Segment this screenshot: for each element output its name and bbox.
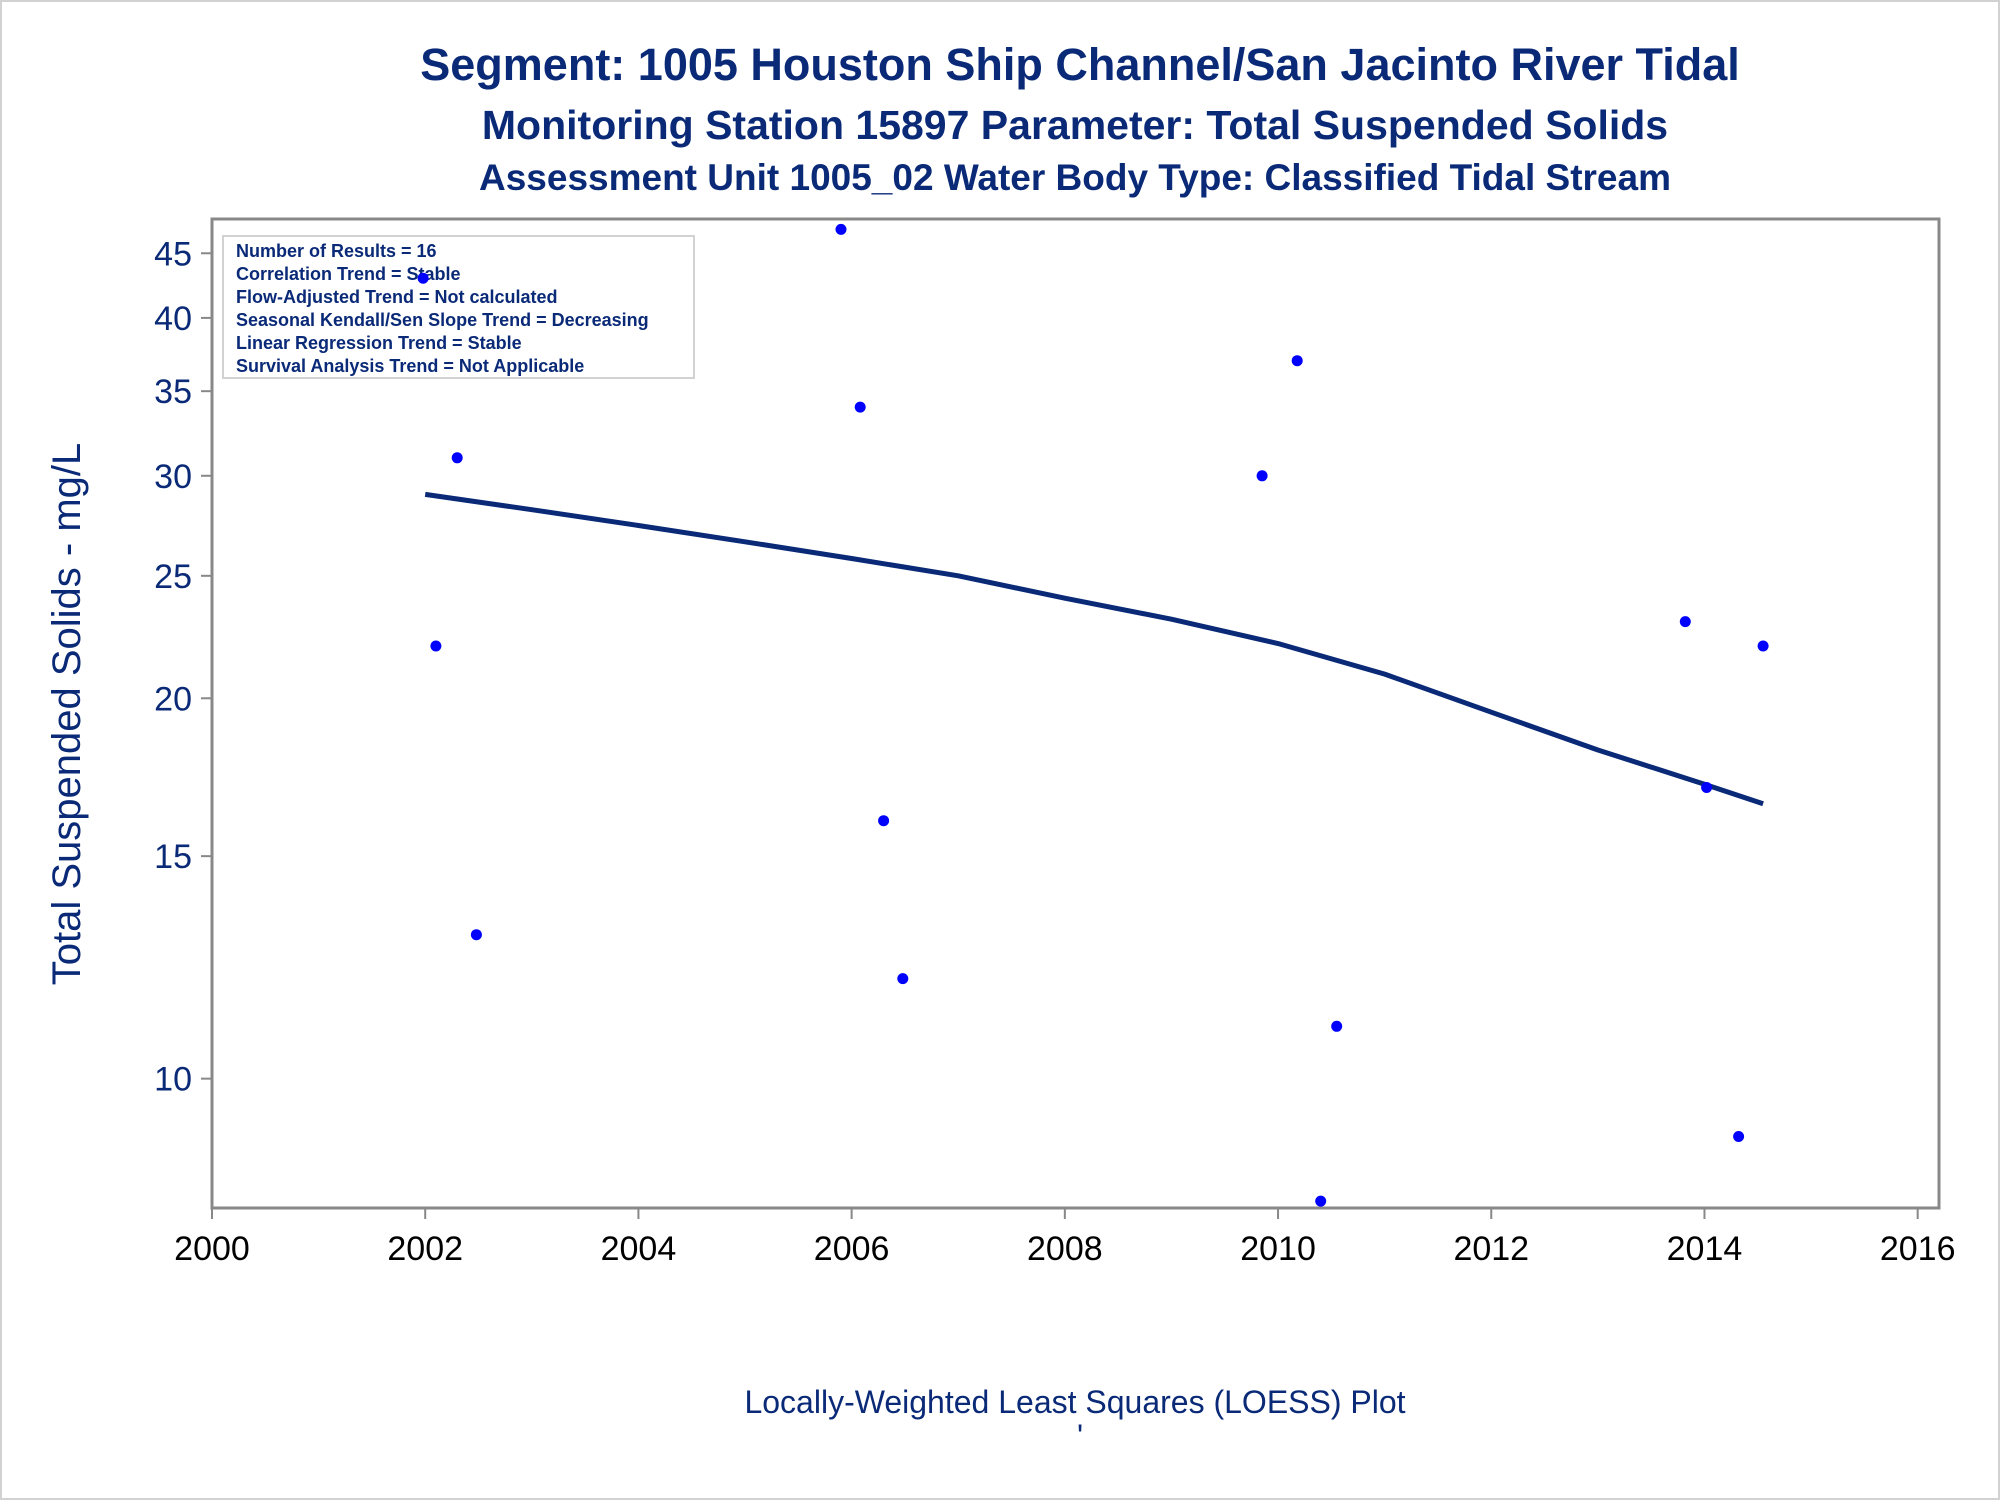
x-tick-label: 2016 [1880, 1230, 1956, 1268]
stat-linear-regression-trend: Linear Regression Trend = Stable [236, 333, 522, 353]
stat-correlation-trend: Correlation Trend = Stable [236, 264, 461, 284]
data-point [1679, 616, 1691, 628]
stats-box-border [222, 235, 695, 379]
y-tick-label: 20 [154, 680, 192, 718]
y-tick-label: 25 [154, 558, 192, 596]
data-point [1701, 782, 1713, 793]
data-point [1331, 1020, 1343, 1032]
x-tick-label: 2010 [1240, 1230, 1316, 1268]
y-tick-label: 40 [154, 300, 192, 338]
loess-trend-line [424, 491, 1764, 807]
chart-footnote: Locally-Weighted Least Squares (LOESS) P… [744, 1384, 1405, 1420]
data-point [417, 272, 429, 284]
chart-title: Segment: 1005 Houston Ship Channel/San J… [420, 39, 1739, 90]
x-axis: 2000 2002 2004 2006 2008 2010 2012 2014 2016 [174, 1208, 1955, 1268]
data-point [1291, 355, 1303, 367]
y-tick-label: 30 [154, 458, 192, 496]
x-tick-label: 2000 [174, 1230, 250, 1268]
footnote-mark: ' [1077, 1418, 1083, 1454]
y-tick-label: 45 [154, 235, 192, 273]
data-point [1733, 1131, 1745, 1142]
chart-subtitle: Monitoring Station 15897 Parameter: Tota… [482, 102, 1668, 148]
x-tick-label: 2008 [1027, 1230, 1103, 1268]
y-tick-label: 10 [154, 1061, 192, 1099]
data-point [878, 815, 890, 827]
data-point [897, 973, 909, 985]
data-points [417, 223, 1769, 1207]
data-point [470, 929, 482, 941]
data-point [854, 401, 866, 413]
plot-area [210, 217, 1941, 1210]
y-axis-label: Total Suspended Solids - mg/L [45, 443, 89, 986]
data-point [1315, 1195, 1327, 1207]
stat-number-of-results: Number of Results = 16 [236, 241, 437, 261]
x-tick-label: 2014 [1667, 1230, 1743, 1268]
y-tick-label: 35 [154, 373, 192, 411]
y-axis: 10 15 20 25 30 35 40 45 [154, 235, 212, 1099]
data-point [430, 640, 442, 652]
data-point [835, 223, 847, 235]
stat-survival-analysis-trend: Survival Analysis Trend = Not Applicable [236, 356, 584, 376]
data-point [1256, 470, 1268, 482]
chart-subtitle-2: Assessment Unit 1005_02 Water Body Type:… [479, 157, 1671, 198]
data-point [451, 452, 463, 464]
data-point [1757, 640, 1769, 652]
stats-box: Number of Results = 16 Correlation Trend… [222, 235, 695, 379]
stat-seasonal-kendall-trend: Seasonal Kendall/Sen Slope Trend = Decre… [236, 310, 649, 330]
y-tick-label: 15 [154, 838, 192, 876]
x-tick-label: 2012 [1453, 1230, 1529, 1268]
x-tick-label: 2002 [387, 1230, 463, 1268]
x-tick-label: 2006 [814, 1230, 890, 1268]
x-tick-label: 2004 [601, 1230, 677, 1268]
stat-flow-adjusted-trend: Flow-Adjusted Trend = Not calculated [236, 287, 558, 307]
